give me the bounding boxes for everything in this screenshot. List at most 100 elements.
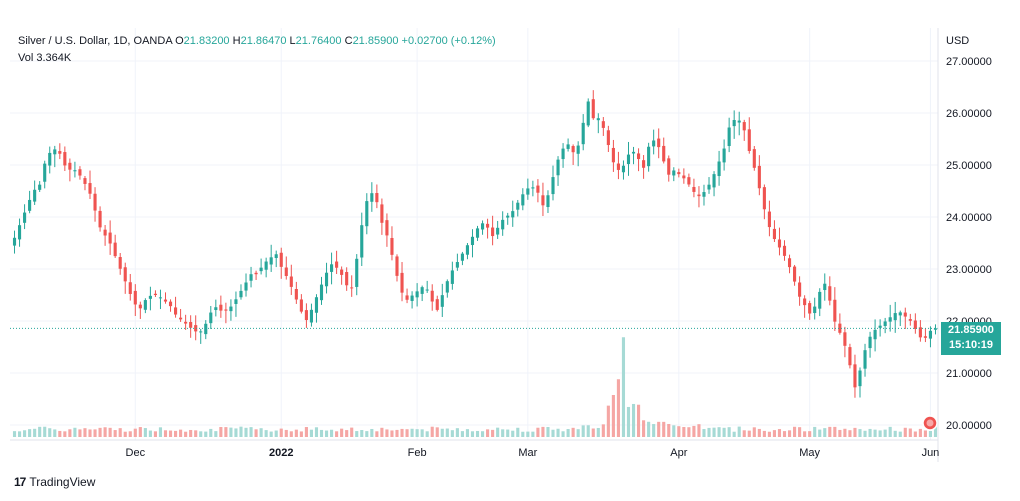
volume-bar bbox=[913, 431, 917, 437]
x-tick-label: Feb bbox=[408, 447, 427, 459]
low-value: 21.76400 bbox=[295, 35, 342, 47]
candle-body bbox=[918, 327, 922, 338]
candle-body bbox=[813, 306, 817, 314]
candle-body bbox=[626, 154, 631, 165]
candle-body bbox=[657, 138, 661, 148]
volume-bar bbox=[506, 429, 510, 437]
volume-bar bbox=[335, 431, 339, 437]
candle-body bbox=[913, 320, 917, 329]
events-icon[interactable] bbox=[922, 415, 938, 431]
volume-bar bbox=[561, 431, 565, 437]
volume-bar bbox=[606, 405, 610, 437]
candle-body bbox=[209, 312, 213, 324]
volume-bar bbox=[480, 431, 485, 437]
candle-body bbox=[450, 270, 454, 284]
open-label: O bbox=[175, 35, 184, 47]
volume-bar bbox=[692, 425, 696, 437]
volume-bar bbox=[611, 395, 615, 437]
candle-body bbox=[682, 175, 686, 179]
volume-bar bbox=[762, 430, 766, 437]
volume-bar bbox=[631, 403, 636, 437]
volume-bar bbox=[647, 421, 651, 437]
low-label: L bbox=[289, 35, 296, 47]
candle-body bbox=[204, 323, 208, 335]
candle-body bbox=[118, 257, 122, 269]
x-axis-labels: Dec 2022 Feb Mar Apr May Jun bbox=[126, 447, 940, 459]
candle-body bbox=[601, 121, 605, 128]
tradingview-brand[interactable]: 17 TradingView bbox=[14, 475, 95, 489]
volume-legend: Vol 3.364K bbox=[18, 52, 71, 64]
candle-body bbox=[793, 266, 797, 282]
candle-body bbox=[903, 312, 907, 317]
volume-bar bbox=[123, 431, 127, 437]
candle-body bbox=[526, 188, 530, 195]
symbol-title[interactable]: Silver / U.S. Dollar, 1D, OANDA bbox=[18, 35, 173, 47]
candle-body bbox=[360, 225, 364, 258]
volume-bar bbox=[153, 431, 157, 437]
candle-body bbox=[566, 144, 570, 149]
candle-body bbox=[551, 177, 555, 195]
volume-bar bbox=[194, 430, 198, 437]
candle-body bbox=[58, 151, 62, 154]
candle-body bbox=[687, 177, 691, 185]
candle-body bbox=[440, 295, 444, 307]
volume-bar bbox=[360, 429, 364, 437]
candle-body bbox=[707, 184, 711, 190]
volume-bar bbox=[717, 427, 721, 437]
volume-bar bbox=[823, 428, 827, 437]
volume-bar bbox=[486, 429, 490, 437]
candle-body bbox=[873, 329, 877, 340]
volume-bar bbox=[777, 429, 782, 437]
candle-body bbox=[672, 170, 676, 176]
volume-bar bbox=[68, 429, 72, 437]
candlesticks bbox=[12, 90, 938, 398]
candle-body bbox=[53, 149, 57, 155]
candle-body bbox=[787, 258, 792, 268]
volume-bar bbox=[888, 426, 892, 437]
vol-value: 3.364K bbox=[36, 52, 72, 64]
volume-bar bbox=[158, 427, 163, 437]
volume-bar bbox=[63, 431, 67, 437]
candle-body bbox=[304, 310, 308, 321]
volume-bar bbox=[93, 429, 97, 437]
candle-body bbox=[148, 295, 152, 299]
volume-bar bbox=[546, 426, 550, 437]
volume-bar bbox=[818, 429, 822, 437]
candle-body bbox=[808, 303, 812, 314]
volume-bar bbox=[747, 430, 751, 437]
volume-bar bbox=[425, 431, 429, 437]
volume-bar bbox=[863, 430, 867, 437]
candle-body bbox=[365, 201, 369, 227]
volume-bar bbox=[496, 427, 500, 437]
currency-label[interactable]: USD bbox=[946, 35, 970, 47]
volume-bar bbox=[586, 425, 590, 437]
volume-bar bbox=[108, 427, 112, 437]
candle-body bbox=[667, 158, 671, 175]
candle-body bbox=[43, 163, 47, 182]
candle-body bbox=[606, 130, 610, 146]
volume-bar bbox=[23, 430, 27, 437]
candle-body bbox=[928, 330, 933, 339]
candle-body bbox=[777, 239, 782, 248]
candle-body bbox=[616, 163, 620, 170]
candle-body bbox=[48, 152, 52, 166]
volume-bar bbox=[234, 428, 238, 437]
candle-body bbox=[254, 272, 258, 275]
candle-body bbox=[390, 237, 394, 255]
candle-body bbox=[561, 148, 565, 160]
volume-bar bbox=[143, 428, 147, 437]
candle-body bbox=[264, 261, 268, 270]
volume-bar bbox=[435, 427, 439, 437]
candle-body bbox=[274, 254, 278, 259]
candle-body bbox=[284, 267, 288, 276]
volume-bar bbox=[355, 431, 359, 437]
candle-body bbox=[415, 291, 419, 298]
candle-body bbox=[340, 269, 344, 275]
volume-bar bbox=[304, 427, 308, 437]
high-label: H bbox=[232, 35, 241, 47]
volume-bar bbox=[395, 429, 399, 437]
candle-body bbox=[863, 350, 867, 369]
candle-body bbox=[541, 195, 545, 206]
candle-body bbox=[933, 328, 938, 330]
